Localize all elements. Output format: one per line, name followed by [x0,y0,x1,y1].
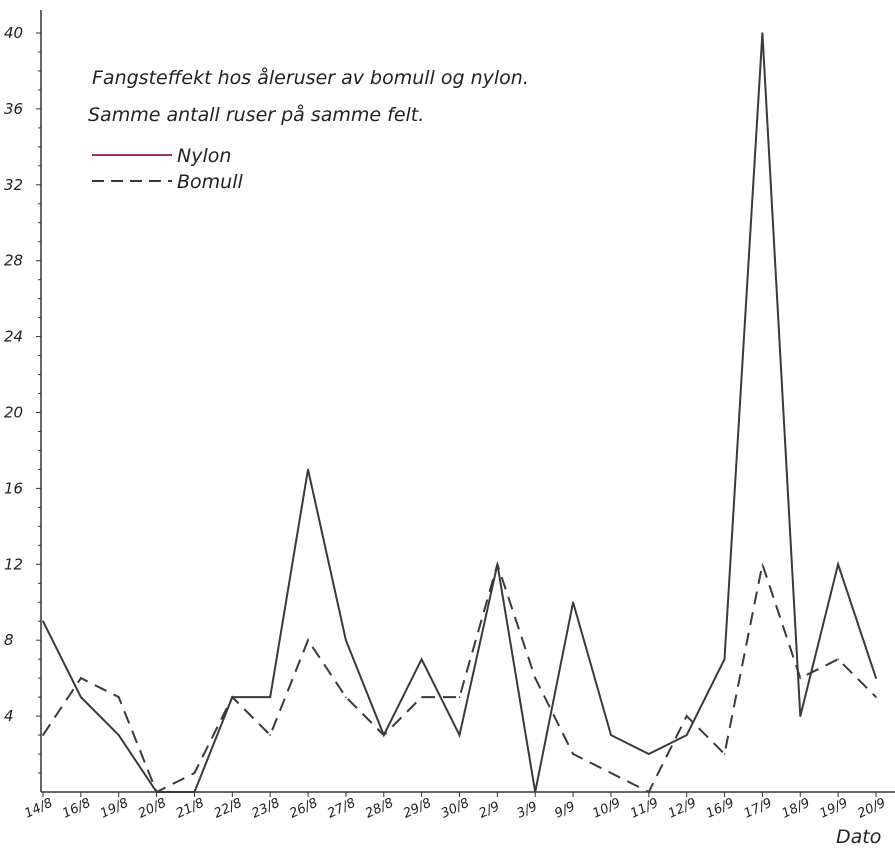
data-point-bomull [496,563,499,566]
data-point-nylon [307,468,309,471]
x-tick-label: 19/9 [817,796,850,822]
data-point-bomull [875,696,877,698]
y-tick-label: 24 [4,328,23,346]
data-point-bomull [382,734,385,736]
y-tick-label: 20 [4,404,23,422]
x-tick-label: 17/9 [742,796,775,822]
data-point-bomull [723,753,726,755]
x-axis-label: Dato [836,826,881,848]
data-point-bomull [761,563,764,566]
x-tick-label: 16/8 [60,796,93,822]
data-point-nylon [193,791,196,793]
data-point-nylon [875,677,877,679]
x-tick-label: 19/8 [98,796,131,822]
data-point-bomull [345,696,347,698]
data-point-bomull [80,677,82,679]
data-point-bomull [534,677,537,679]
data-point-nylon [117,734,120,736]
data-point-nylon [420,658,423,660]
x-tick-label: 22/8 [212,796,245,822]
data-point-nylon [42,620,44,623]
data-point-bomull [231,696,234,698]
x-tick-label: 20/9 [855,796,888,822]
x-tick-label: 12/9 [666,796,699,822]
x-tick-label: 10/9 [590,796,623,822]
x-tick-label: 21/8 [174,796,207,822]
y-tick-label: 4 [4,707,14,725]
x-tick-label: 20/8 [136,796,169,822]
x-tick-label: 18/9 [780,796,813,822]
legend: Nylon Bomull [92,145,243,193]
title-line-2: Samme antall ruser på samme felt. [88,103,424,126]
x-tick-label: 27/8 [325,796,358,822]
y-tick-label: 12 [4,555,23,573]
data-point-bomull [799,677,802,679]
data-point-nylon [610,734,612,736]
y-tick-label: 16 [4,479,23,497]
data-point-nylon [685,734,688,736]
x-tick-label: 9/9 [552,799,577,821]
y-tick-label: 40 [4,24,23,42]
data-point-bomull [837,658,839,660]
x-tick-label: 11/9 [628,796,661,822]
data-point-bomull [458,696,461,698]
x-tick-label: 3/9 [515,799,540,821]
data-point-bomull [117,696,120,698]
y-tick-label: 36 [4,100,23,118]
data-point-nylon [458,734,461,736]
series-line-nylon [42,32,877,793]
chart-title: Fangsteffekt hos åleruser av bomull og n… [88,66,529,126]
x-tick-label: 23/8 [250,796,283,822]
x-tick-label: 28/8 [363,796,396,822]
data-point-bomull [648,791,650,793]
data-point-nylon [723,658,726,660]
data-point-bomull [155,791,158,793]
x-tick-label: 14/8 [22,796,55,822]
data-point-bomull [685,715,688,717]
x-axis-ticks: 14/8 16/8 19/8 20/8 21/8 22/8 23/8 26/8 27/8 28/8… [22,792,888,822]
x-tick-label: 30/8 [439,796,472,822]
y-tick-label: 8 [4,631,14,649]
legend-label-bomull: Bomull [177,171,243,193]
data-point-bomull [193,772,196,774]
x-tick-label: 29/8 [401,796,434,822]
data-point-bomull [42,734,44,736]
data-point-bomull [610,772,612,774]
data-point-nylon [80,696,82,698]
legend-label-nylon: Nylon [177,145,231,167]
data-point-nylon [269,696,271,698]
y-axis-ticks: 4 8 12 16 20 24 28 32 36 40 [4,24,41,774]
data-point-nylon [761,32,764,34]
data-point-bomull [420,696,423,698]
series-line-bomull [42,560,877,794]
data-point-nylon [572,601,574,604]
data-point-nylon [345,639,347,641]
data-point-nylon [837,563,839,566]
data-point-nylon [534,791,537,793]
data-point-bomull [572,753,574,755]
data-point-bomull [307,639,309,641]
data-point-nylon [799,715,802,717]
x-tick-label: 26/8 [287,796,320,822]
data-point-nylon [648,753,650,755]
series-lines [42,32,877,794]
y-tick-label: 32 [4,176,23,194]
title-line-1: Fangsteffekt hos åleruser av bomull og n… [92,66,529,89]
data-point-bomull [269,734,271,736]
x-tick-label: 16/9 [704,796,737,822]
x-tick-label: 2/9 [477,799,502,821]
y-tick-label: 28 [4,252,23,270]
